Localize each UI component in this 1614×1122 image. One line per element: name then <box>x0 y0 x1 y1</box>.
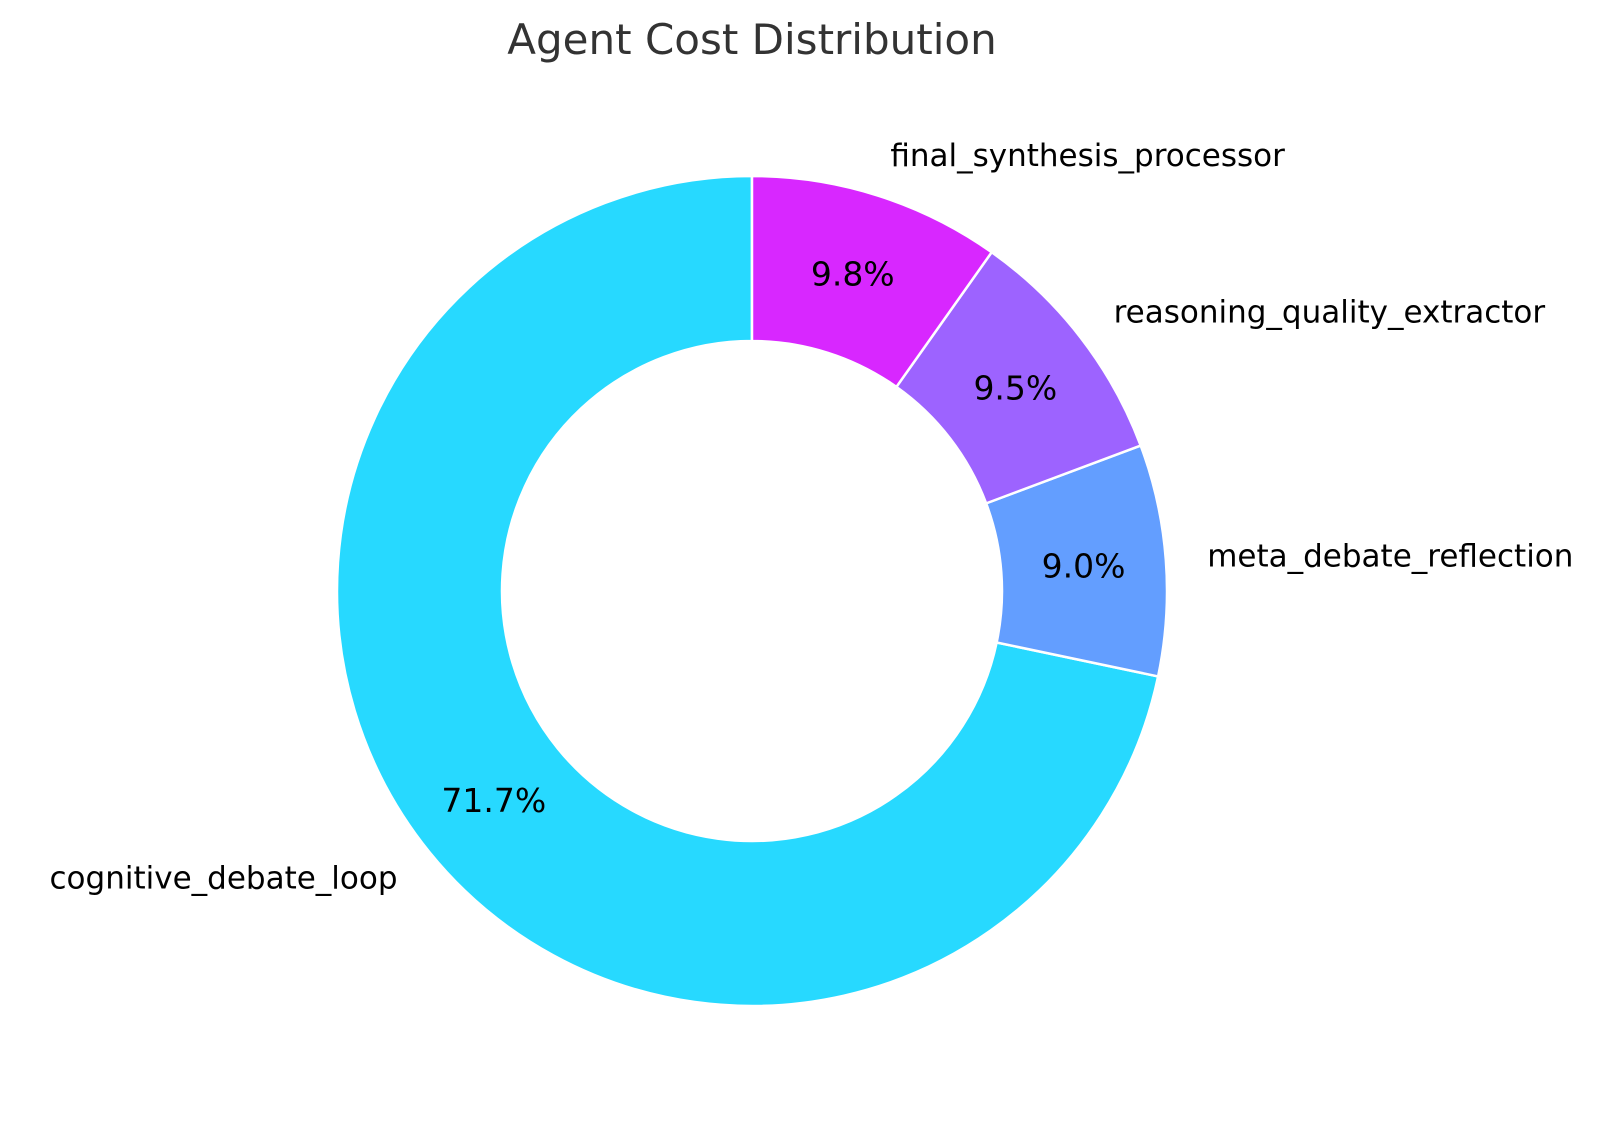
percent-label-meta-debate-reflection: 9.0% <box>1042 546 1126 585</box>
percent-label-reasoning-quality-extractor: 9.5% <box>973 369 1057 408</box>
percent-labels-group: 71.7% 9.0% 9.5% 9.8% <box>441 255 1125 820</box>
slice-label-meta-debate-reflection: meta_debate_reflection <box>1207 539 1573 575</box>
percent-label-cognitive-debate-loop: 71.7% <box>441 781 546 820</box>
slices-group <box>335 174 1169 1008</box>
percent-label-final-synthesis-processor: 9.8% <box>811 255 895 294</box>
slice-cognitive-debate-loop <box>335 174 1160 1008</box>
slice-label-final-synthesis-processor: final_synthesis_processor <box>890 138 1285 174</box>
chart-title: Agent Cost Distribution <box>507 15 996 64</box>
slice-labels-group: cognitive_debate_loop meta_debate_reflect… <box>50 138 1574 897</box>
slice-label-reasoning-quality-extractor: reasoning_quality_extractor <box>1114 294 1546 330</box>
slice-label-cognitive-debate-loop: cognitive_debate_loop <box>50 861 398 897</box>
slice-final-synthesis-processor <box>750 174 993 389</box>
